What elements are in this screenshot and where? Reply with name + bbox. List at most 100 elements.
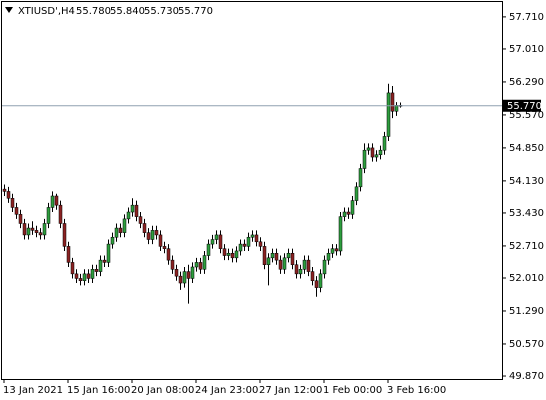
symbol-title: XTIUSD',H4 — [18, 6, 75, 17]
candle-body — [54, 195, 59, 206]
close-label: 55.770 — [178, 6, 213, 17]
candle-body — [182, 271, 187, 284]
candle-body — [362, 149, 367, 169]
candle-body — [334, 248, 339, 252]
y-tick-label: 54.850 — [509, 143, 544, 154]
candle-body — [354, 186, 359, 201]
plot-frame — [1, 1, 503, 380]
candle-body — [134, 204, 139, 217]
candle-body — [226, 253, 231, 256]
candle-body — [282, 257, 287, 270]
y-tick-label: 55.570 — [509, 110, 544, 121]
candle-body — [234, 250, 239, 259]
candle-body — [26, 227, 31, 236]
y-tick-label: 51.290 — [509, 306, 544, 317]
candle-body — [58, 204, 63, 224]
x-tick-label: 27 Jan 12:00 — [259, 385, 322, 396]
candle-body — [122, 218, 127, 233]
candle-body — [46, 207, 51, 224]
candle-body — [302, 259, 307, 270]
candle-body — [170, 259, 175, 270]
current-price-label: 55.770 — [507, 101, 542, 112]
candle-body — [358, 168, 363, 188]
candle-body — [390, 92, 395, 112]
candle-body — [138, 216, 143, 224]
candle-body — [118, 227, 123, 233]
candle-body — [246, 236, 251, 247]
candle-body — [198, 262, 203, 270]
y-tick-label: 56.290 — [509, 77, 544, 88]
candle-body — [202, 255, 207, 270]
x-tick-label: 20 Jan 08:00 — [131, 385, 194, 396]
candle-body — [14, 207, 19, 215]
x-tick-label: 1 Feb 00:00 — [323, 385, 382, 396]
candle-body — [322, 259, 327, 275]
candle-body — [346, 211, 351, 215]
candle-body — [290, 253, 295, 265]
candle-body — [186, 271, 191, 279]
high-label: 55.840 — [110, 6, 145, 17]
candle-body — [10, 198, 15, 208]
candle-body — [62, 223, 67, 247]
candle-body — [310, 271, 315, 281]
candle-body — [90, 269, 95, 279]
candle-body — [194, 262, 199, 268]
candle-body — [190, 266, 195, 279]
candle-body — [2, 188, 7, 192]
candle-body — [158, 234, 163, 247]
y-tick-label: 49.870 — [509, 371, 544, 382]
candle-body — [262, 246, 267, 265]
candle-body — [94, 269, 99, 272]
candle-body — [266, 257, 271, 265]
candle-body — [366, 147, 371, 151]
candle-body — [50, 195, 55, 208]
current-price-box — [503, 99, 541, 112]
candle-body — [146, 232, 151, 240]
candle-body — [382, 136, 387, 151]
low-label: 55.730 — [144, 6, 179, 17]
candle-body — [38, 232, 43, 236]
y-tick-label: 57.710 — [509, 12, 544, 23]
candle-body — [98, 259, 103, 272]
candle-body — [70, 262, 75, 275]
candle-body — [230, 253, 235, 259]
candle-body — [214, 234, 219, 240]
candle-body — [206, 243, 211, 256]
candle-body — [150, 230, 155, 240]
y-tick-label: 52.010 — [509, 273, 544, 284]
candle-body — [210, 239, 215, 245]
candle-body — [298, 269, 303, 275]
candle-body — [278, 259, 283, 270]
candle-body — [166, 248, 171, 261]
candle-body — [250, 234, 255, 238]
candle-body — [174, 269, 179, 277]
y-tick-label: 57.010 — [509, 44, 544, 55]
candle-body — [162, 246, 167, 249]
candle-body — [306, 259, 311, 272]
x-tick-label: 15 Jan 16:00 — [67, 385, 130, 396]
candle-body — [102, 259, 107, 263]
open-label: 55.780 — [76, 6, 111, 17]
candle-body — [342, 211, 347, 217]
candle-body — [350, 200, 355, 215]
candle-body — [218, 234, 223, 249]
candle-body — [34, 230, 39, 233]
candle-body — [242, 243, 247, 247]
x-tick-label: 24 Jan 23:00 — [195, 385, 258, 396]
candle-body — [142, 223, 147, 233]
candle-body — [78, 278, 83, 281]
candle-body — [114, 227, 119, 238]
candle-body — [330, 248, 335, 254]
candle-body — [22, 223, 27, 236]
candle-body — [30, 227, 35, 231]
candle-body — [130, 204, 135, 213]
x-tick-label: 13 Jan 2021 — [3, 385, 63, 396]
candle-body — [6, 191, 11, 199]
y-tick-label: 53.430 — [509, 208, 544, 219]
candle-body — [254, 234, 259, 243]
candle-body — [270, 253, 275, 259]
candle-body — [154, 230, 159, 236]
candle-body — [370, 147, 375, 158]
candle-body — [286, 253, 291, 259]
